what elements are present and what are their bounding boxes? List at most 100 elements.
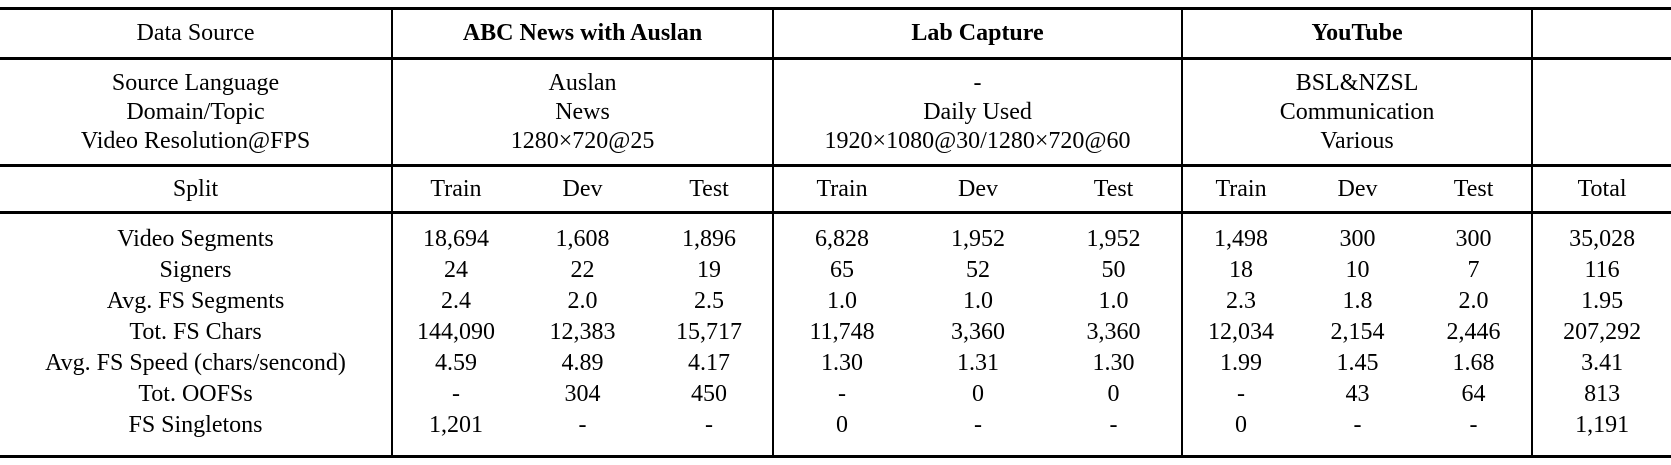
data-cell: 300 xyxy=(1339,226,1376,252)
info-label-video-resolution: Video Resolution@FPS xyxy=(80,127,311,154)
data-cell: 1.31 xyxy=(957,350,1000,376)
row-label: Video Segments xyxy=(0,212,393,255)
data-cell: 1.0 xyxy=(963,288,994,314)
abc-source-language: Auslan xyxy=(548,69,617,96)
data-cell: 65 xyxy=(830,257,855,283)
data-cell: 1,952 xyxy=(1046,212,1184,255)
corner-label: Data Source xyxy=(0,8,393,60)
abc-video-resolution: 1280×720@25 xyxy=(510,127,655,154)
data-cell: - xyxy=(1237,381,1246,407)
table-row-signers: Signers 24 22 19 65 52 50 18 10 7 116 xyxy=(0,255,1671,286)
group-header-abc-news: ABC News with Auslan xyxy=(392,8,775,60)
col-header-test: Test xyxy=(1416,165,1534,214)
data-cell: 10 xyxy=(1345,257,1370,283)
data-cell: 43 xyxy=(1345,381,1370,407)
row-label: Signers xyxy=(0,255,393,286)
data-cell: - xyxy=(838,381,847,407)
data-cell: 0 xyxy=(1046,379,1184,410)
group-header-lab-capture: Lab Capture xyxy=(773,8,1184,60)
youtube-domain-topic: Communication xyxy=(1279,98,1435,125)
total-cell: 3.41 xyxy=(1581,350,1624,376)
lab-source-language: - xyxy=(973,69,982,96)
data-cell: 2.4 xyxy=(441,288,471,314)
data-cell: 1,608 xyxy=(555,226,610,252)
total-cell: 116 xyxy=(1584,257,1620,283)
table-row-info: Source Language Domain/Topic Video Resol… xyxy=(0,58,1671,167)
data-cell: 1.45 xyxy=(1336,350,1379,376)
col-header-train: Train xyxy=(773,165,911,214)
data-cell: 12,034 xyxy=(1208,319,1275,345)
col-header-test: Test xyxy=(646,165,775,214)
data-cell: 4.59 xyxy=(435,350,477,376)
data-cell: 50 xyxy=(1046,255,1184,286)
youtube-video-resolution: Various xyxy=(1320,127,1394,154)
data-cell: - xyxy=(646,410,775,457)
data-cell: 18 xyxy=(1229,257,1254,283)
data-cell: 1,498 xyxy=(1214,226,1269,252)
table-row-avg-fs-speed: Avg. FS Speed (chars/sencond) 4.59 4.89 … xyxy=(0,348,1671,379)
data-cell: 3,360 xyxy=(1046,317,1184,348)
data-cell: 15,717 xyxy=(646,317,775,348)
data-cell: 24 xyxy=(444,257,468,283)
data-cell: 2.0 xyxy=(1416,286,1534,317)
data-cell: 4.89 xyxy=(561,350,604,376)
info-cell-abc-news: Auslan News 1280×720@25 xyxy=(392,58,775,167)
group-header-total-empty xyxy=(1532,8,1671,60)
data-cell: 1,201 xyxy=(429,412,483,438)
col-header-test: Test xyxy=(1046,165,1184,214)
youtube-source-language: BSL&NZSL xyxy=(1295,69,1419,96)
row-label: Avg. FS Speed (chars/sencond) xyxy=(0,348,393,379)
data-cell: - xyxy=(1353,412,1362,438)
info-cell-lab-capture: - Daily Used 1920×1080@30/1280×720@60 xyxy=(773,58,1184,167)
data-cell: 0 xyxy=(972,381,985,407)
table-row-split: Split Train Dev Test Train Dev Test Trai… xyxy=(0,165,1671,214)
data-cell: 22 xyxy=(570,257,595,283)
table-row-avg-fs-segments: Avg. FS Segments 2.4 2.0 2.5 1.0 1.0 1.0… xyxy=(0,286,1671,317)
data-cell: 1.0 xyxy=(1046,286,1184,317)
table-row-tot-fs-chars: Tot. FS Chars 144,090 12,383 15,717 11,7… xyxy=(0,317,1671,348)
data-cell: - xyxy=(974,412,983,438)
table-row-tot-oofss: Tot. OOFSs - 304 450 - 0 0 - 43 64 813 xyxy=(0,379,1671,410)
data-cell: 11,748 xyxy=(809,319,875,345)
data-cell: 1.8 xyxy=(1342,288,1373,314)
data-cell: 2.3 xyxy=(1226,288,1257,314)
data-cell: 12,383 xyxy=(549,319,616,345)
data-cell: 0 xyxy=(836,412,849,438)
data-cell: 2.0 xyxy=(567,288,598,314)
info-labels-cell: Source Language Domain/Topic Video Resol… xyxy=(0,58,393,167)
total-cell: 1,191 xyxy=(1575,412,1630,438)
col-header-train: Train xyxy=(392,165,519,214)
col-header-dev: Dev xyxy=(519,165,646,214)
lab-domain-topic: Daily Used xyxy=(923,98,1032,125)
data-cell: 2,446 xyxy=(1416,317,1534,348)
col-header-dev: Dev xyxy=(1299,165,1417,214)
data-cell: 19 xyxy=(646,255,775,286)
dataset-statistics-table: Data Source ABC News with Auslan Lab Cap… xyxy=(0,7,1671,458)
table-row-data-source: Data Source ABC News with Auslan Lab Cap… xyxy=(0,8,1671,60)
table-row-video-segments: Video Segments 18,694 1,608 1,896 6,828 … xyxy=(0,212,1671,255)
data-cell: 3,360 xyxy=(951,319,1006,345)
data-cell: 1.0 xyxy=(827,288,858,314)
col-header-total: Total xyxy=(1532,165,1671,214)
col-header-dev: Dev xyxy=(910,165,1047,214)
data-cell: 1.30 xyxy=(1046,348,1184,379)
row-label: FS Singletons xyxy=(0,410,393,457)
split-label: Split xyxy=(0,165,393,214)
total-cell: 35,028 xyxy=(1569,226,1636,252)
table-row-fs-singletons: FS Singletons 1,201 - - 0 - - 0 - - 1,19… xyxy=(0,410,1671,457)
info-cell-youtube: BSL&NZSL Communication Various xyxy=(1182,58,1534,167)
data-cell: 0 xyxy=(1235,412,1248,438)
abc-domain-topic: News xyxy=(555,98,610,125)
info-label-source-language: Source Language xyxy=(111,69,280,96)
data-cell: - xyxy=(578,412,587,438)
data-cell: - xyxy=(1046,410,1184,457)
data-cell: 1,896 xyxy=(646,212,775,255)
row-label: Tot. OOFSs xyxy=(0,379,393,410)
col-header-train: Train xyxy=(1182,165,1300,214)
row-label: Avg. FS Segments xyxy=(0,286,393,317)
total-cell: 207,292 xyxy=(1563,319,1642,345)
data-cell: - xyxy=(1416,410,1534,457)
data-cell: 64 xyxy=(1416,379,1534,410)
data-cell: 6,828 xyxy=(815,226,870,252)
